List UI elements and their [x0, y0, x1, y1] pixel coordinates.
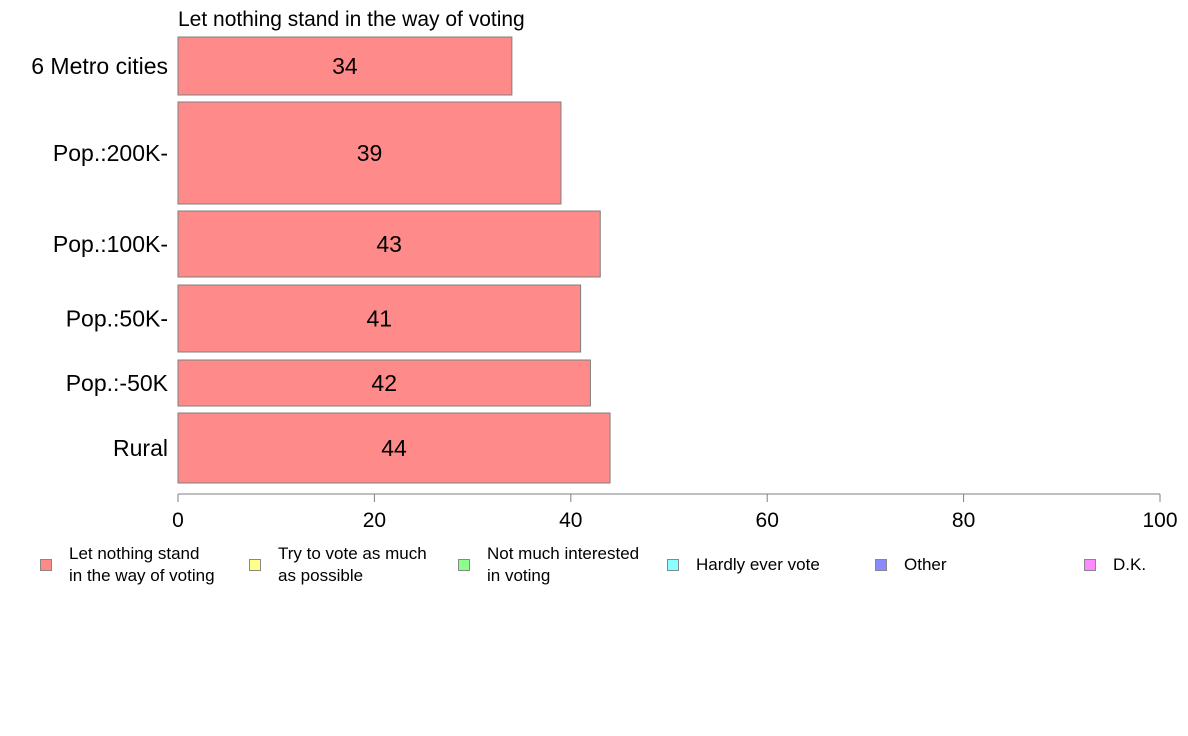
- legend-swatch: [1084, 559, 1096, 571]
- category-label: Pop.:-50K: [66, 370, 169, 396]
- bar-0: [177, 36, 513, 96]
- category-label: 6 Metro cities: [31, 53, 168, 79]
- x-tick-label: 20: [363, 509, 386, 532]
- chart-title: Let nothing stand in the way of voting: [178, 8, 525, 31]
- legend-label: Hardly ever vote: [696, 555, 820, 574]
- legend-swatch: [458, 559, 470, 571]
- x-tick-label: 60: [756, 509, 779, 532]
- legend: Let nothing stand in the way of voting T…: [0, 542, 1188, 592]
- bar-value-label: 42: [371, 370, 397, 396]
- bar-2: [177, 210, 601, 278]
- bar-value-label: 44: [381, 435, 407, 461]
- category-label: Pop.:50K-: [66, 306, 168, 332]
- x-tick-label: 40: [559, 509, 582, 532]
- category-label: Pop.:100K-: [53, 231, 168, 257]
- legend-label: D.K.: [1113, 555, 1147, 574]
- legend-swatch: [667, 559, 679, 571]
- legend-item-dk: D.K.: [1084, 542, 1146, 588]
- legend-item-not-much-interested: Not much interested in voting: [458, 542, 639, 588]
- legend-swatch: [40, 559, 52, 571]
- bar-value-label: 39: [357, 140, 383, 166]
- x-tick-label: 100: [1142, 509, 1177, 532]
- legend-label: Let nothing stand in the way of voting: [69, 544, 215, 585]
- bar-5: [177, 412, 611, 484]
- legend-item-let-nothing-stand: Let nothing stand in the way of voting: [40, 542, 215, 588]
- legend-item-other: Other: [875, 542, 947, 588]
- legend-item-try-to-vote: Try to vote as much as possible: [249, 542, 427, 588]
- category-label: Rural: [113, 435, 168, 461]
- bar-3: [177, 284, 582, 353]
- bars-group: 34 6 Metro cities 39 Pop.:200K- 43 Pop.:100K-…: [31, 36, 611, 484]
- x-tick-label: 80: [952, 509, 975, 532]
- x-axis: 0 20 40 60 80 100: [172, 493, 1178, 532]
- bar-value-label: 34: [332, 53, 358, 79]
- legend-swatch: [875, 559, 887, 571]
- bar-value-label: 43: [376, 231, 402, 257]
- bar-1: [177, 101, 562, 205]
- bar-value-label: 41: [367, 306, 393, 332]
- legend-label: Other: [904, 555, 947, 574]
- legend-swatch: [249, 559, 261, 571]
- x-tick-label: 0: [172, 509, 184, 532]
- legend-label: Try to vote as much as possible: [278, 544, 427, 585]
- legend-item-hardly-ever-vote: Hardly ever vote: [667, 542, 820, 588]
- legend-label: Not much interested in voting: [487, 544, 640, 585]
- bar-4: [177, 359, 591, 407]
- category-label: Pop.:200K-: [53, 140, 168, 166]
